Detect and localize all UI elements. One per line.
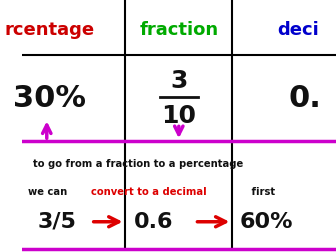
Text: to go from a fraction to a percentage: to go from a fraction to a percentage	[33, 159, 243, 169]
Text: 3/5: 3/5	[37, 212, 76, 232]
Text: 3: 3	[170, 69, 187, 93]
Text: convert to a decimal: convert to a decimal	[91, 186, 206, 197]
Text: 0.6: 0.6	[134, 212, 173, 232]
Text: 60%: 60%	[240, 212, 294, 232]
Text: 0.: 0.	[289, 84, 322, 113]
Text: rcentage: rcentage	[5, 21, 95, 39]
Text: fraction: fraction	[139, 21, 218, 39]
Text: deci: deci	[278, 21, 319, 39]
Text: 30%: 30%	[13, 84, 86, 113]
Text: first: first	[248, 186, 275, 197]
Text: we can: we can	[28, 186, 71, 197]
Text: 10: 10	[161, 104, 196, 128]
